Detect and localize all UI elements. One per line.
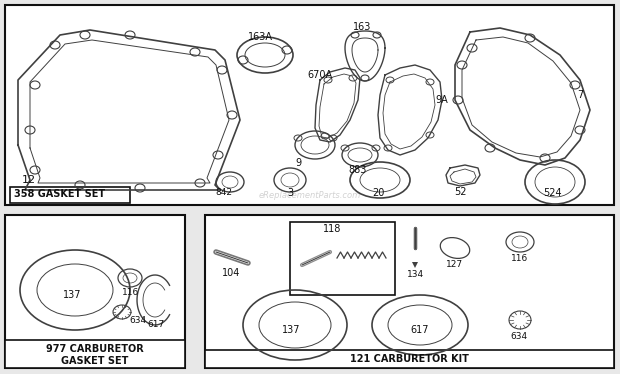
Text: 121 CARBURETOR KIT: 121 CARBURETOR KIT: [350, 354, 469, 364]
Bar: [5, 5, 614, 205]
Bar: [10, 187, 130, 203]
Text: 116: 116: [511, 254, 528, 263]
Bar: [205, 350, 614, 368]
Text: 7: 7: [577, 90, 583, 100]
Text: 134: 134: [407, 270, 424, 279]
Text: 358 GASKET SET: 358 GASKET SET: [14, 189, 105, 199]
Bar: [290, 222, 395, 295]
Text: 137: 137: [282, 325, 301, 335]
Text: 617: 617: [147, 320, 164, 329]
Text: 9: 9: [295, 158, 301, 168]
Text: 118: 118: [323, 224, 342, 234]
Text: 883: 883: [348, 165, 366, 175]
Text: 137: 137: [63, 290, 81, 300]
Text: eReplacementParts.com: eReplacementParts.com: [259, 190, 361, 199]
Text: 20: 20: [372, 188, 384, 198]
Text: 116: 116: [122, 288, 140, 297]
Text: 52: 52: [454, 187, 466, 197]
Text: 842: 842: [215, 188, 232, 197]
Bar: [5, 215, 185, 368]
Text: 9A: 9A: [435, 95, 448, 105]
Text: 617: 617: [410, 325, 428, 335]
Bar: [205, 215, 614, 368]
Text: 634: 634: [510, 332, 527, 341]
Text: 977 CARBURETOR
GASKET SET: 977 CARBURETOR GASKET SET: [46, 344, 144, 366]
Text: 104: 104: [222, 268, 241, 278]
Text: 524: 524: [543, 188, 562, 198]
Text: 163A: 163A: [248, 32, 273, 42]
Text: 12: 12: [22, 175, 36, 185]
Text: 634: 634: [129, 316, 146, 325]
Text: 163: 163: [353, 22, 371, 32]
Text: 127: 127: [446, 260, 463, 269]
Bar: [5, 340, 185, 368]
Text: 3: 3: [287, 188, 293, 198]
Text: 670A: 670A: [307, 70, 332, 80]
